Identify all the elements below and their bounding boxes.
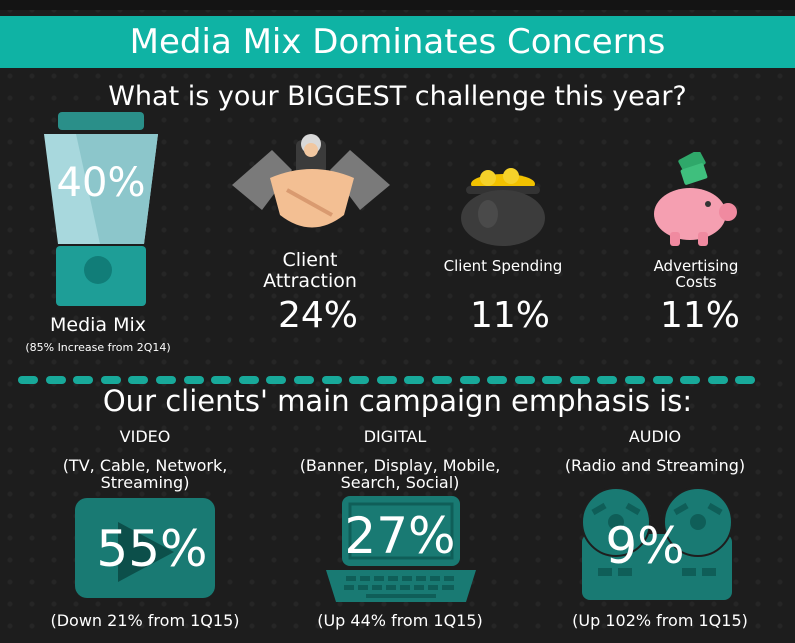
audio-desc-1: (Radio and Streaming) xyxy=(564,456,746,475)
video-change: (Down 21% from 1Q15) xyxy=(50,611,240,630)
client-spending-value: 11% xyxy=(469,295,550,336)
client-spending-label: Client Spending xyxy=(443,257,563,275)
digital-desc-2: Search, Social) xyxy=(340,473,460,492)
piggy-bank-icon xyxy=(654,152,737,246)
play-icon xyxy=(118,522,174,582)
digital-change: (Up 44% from 1Q15) xyxy=(317,611,483,630)
digital-label: DIGITAL xyxy=(363,427,427,446)
client-attraction-label-2: Attraction xyxy=(263,270,357,292)
emphasis-title: Our clients' main campaign emphasis is: xyxy=(102,384,693,418)
page-title: Media Mix Dominates Concerns xyxy=(129,22,666,62)
audio-value: 9% xyxy=(605,517,685,575)
advertising-costs-value: 11% xyxy=(659,295,740,336)
media-mix-label: Media Mix xyxy=(49,314,147,336)
title-banner xyxy=(0,16,795,68)
video-value: 55% xyxy=(96,520,208,578)
challenge-question: What is your BIGGEST challenge this year… xyxy=(108,81,687,112)
pot-of-gold-icon xyxy=(461,168,545,246)
laptop-icon xyxy=(326,496,476,602)
dotted-divider xyxy=(18,369,778,384)
audio-label: AUDIO xyxy=(628,427,682,446)
client-attraction-label-1: Client xyxy=(282,249,338,271)
media-mix-value: 40% xyxy=(56,160,146,206)
reel-to-reel-icon xyxy=(581,487,733,600)
video-label: VIDEO xyxy=(119,427,171,446)
advertising-costs-label-2: Costs xyxy=(675,273,717,291)
digital-desc-1: (Banner, Display, Mobile, xyxy=(299,456,501,475)
audio-change: (Up 102% from 1Q15) xyxy=(572,611,748,630)
media-mix-sublabel: (85% Increase from 2Q14) xyxy=(25,341,171,354)
video-desc-1: (TV, Cable, Network, xyxy=(62,456,228,475)
blender-icon xyxy=(44,112,158,306)
video-desc-2: Streaming) xyxy=(100,473,190,492)
handshake-icon xyxy=(232,134,390,228)
advertising-costs-label-1: Advertising xyxy=(653,257,739,275)
digital-value: 27% xyxy=(344,507,456,565)
top-strip xyxy=(0,0,795,10)
client-attraction-value: 24% xyxy=(277,295,358,336)
